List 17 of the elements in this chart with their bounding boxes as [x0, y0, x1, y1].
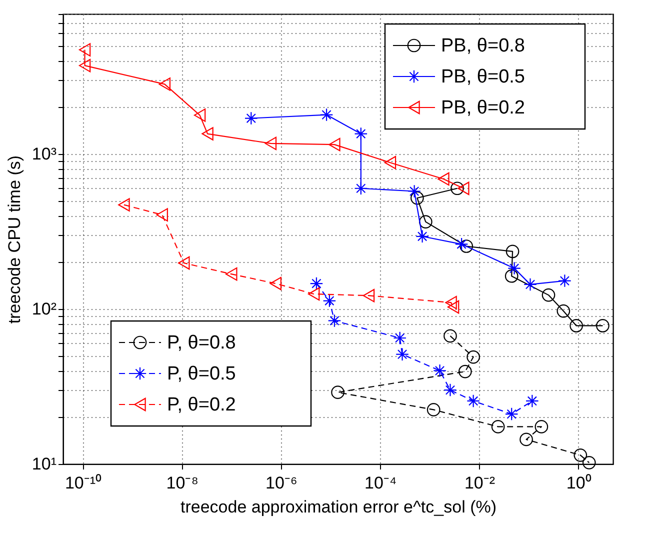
x-tick-label: 10⁻²: [464, 474, 496, 492]
x-axis-title: treecode approximation error e^tc_sol (%): [180, 498, 497, 516]
x-tick-label: 10⁻⁴: [364, 474, 397, 492]
legend-label: PB, θ=0.8: [441, 36, 525, 56]
y-tick-label: 10²: [32, 299, 57, 318]
y-axis-title: treecode CPU time (s): [4, 155, 24, 324]
x-tick-label: 10⁻⁸: [166, 474, 198, 492]
legend-label: PB, θ=0.2: [441, 98, 525, 118]
y-tick-label: 10¹: [32, 454, 57, 474]
y-tick-label: 10³: [32, 144, 57, 164]
legend-label: PB, θ=0.5: [441, 66, 525, 88]
legend-label: P, θ=0.8: [167, 332, 236, 354]
x-tick-label: 10⁻⁶: [266, 474, 298, 492]
legend-label: P, θ=0.2: [167, 394, 236, 416]
x-tick-label: 10⁰: [566, 474, 592, 492]
legend-label: P, θ=0.5: [167, 364, 236, 384]
x-tick-label: 10⁻¹⁰: [64, 474, 102, 492]
